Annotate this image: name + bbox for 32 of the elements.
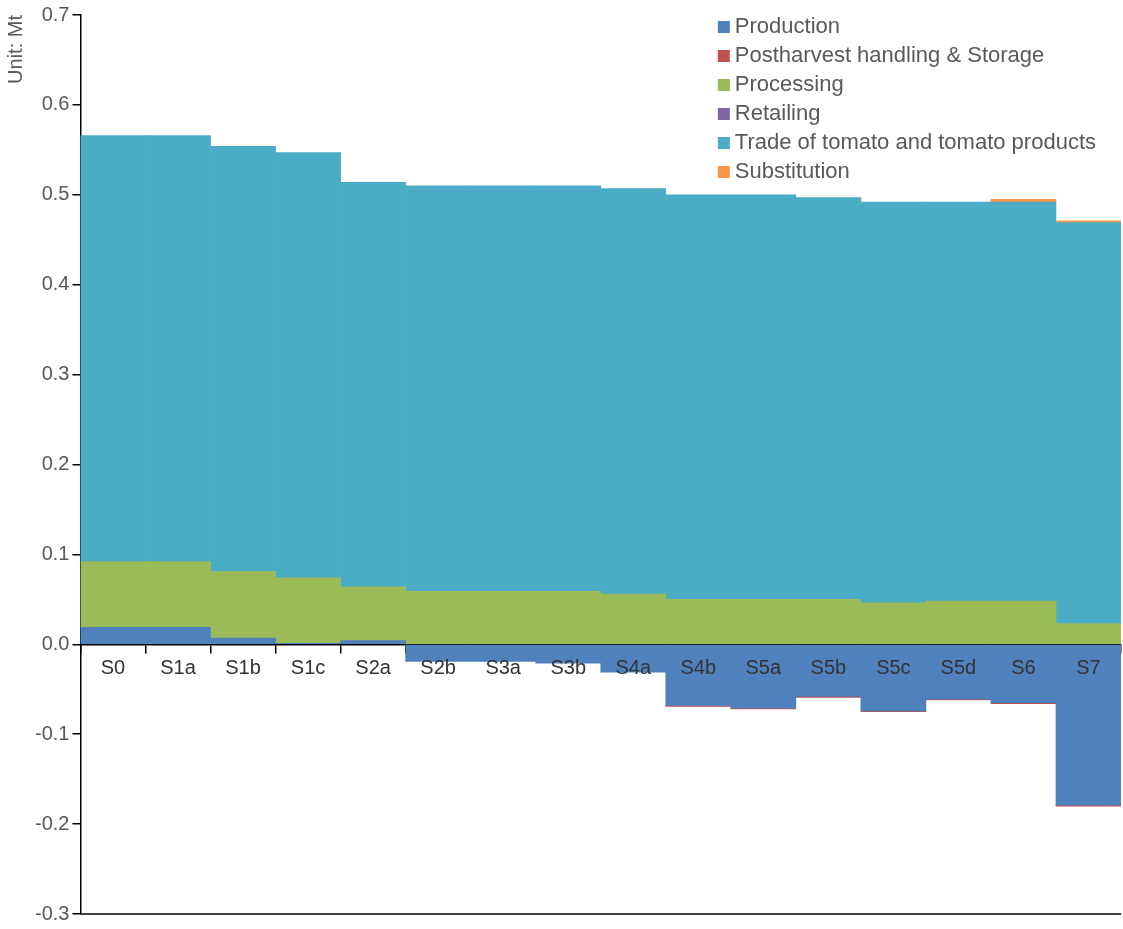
x-tick-label: S5a bbox=[745, 655, 782, 678]
legend-label: Retailing bbox=[734, 100, 821, 126]
x-tick-label: S5c bbox=[876, 655, 911, 678]
x-tick-label: S4b bbox=[680, 655, 717, 678]
legend-label: Substitution bbox=[734, 158, 850, 184]
y-tick-label: 0.7 bbox=[41, 2, 70, 25]
x-tick-label: S7 bbox=[1076, 655, 1101, 678]
legend-label: Postharvest handling & Storage bbox=[734, 42, 1045, 68]
x-tick-label: S3a bbox=[485, 655, 522, 678]
x-tick-label: S5b bbox=[810, 655, 847, 678]
legend-label: Processing bbox=[734, 71, 844, 97]
y-tick-label: -0.1 bbox=[34, 721, 70, 744]
y-tick-label: 0.0 bbox=[41, 631, 70, 654]
y-tick-label: 0.2 bbox=[41, 452, 70, 475]
x-tick-label: S1b bbox=[225, 655, 261, 678]
y-tick-label: 0.1 bbox=[41, 541, 70, 564]
legend-label: Trade of tomato and tomato products bbox=[734, 129, 1097, 155]
x-tick-label: S2b bbox=[420, 655, 456, 678]
y-tick-label: 0.5 bbox=[41, 182, 70, 205]
y-tick-label: 0.4 bbox=[41, 272, 70, 295]
x-tick-label: S1c bbox=[290, 655, 326, 678]
y-tick-label: -0.3 bbox=[34, 901, 70, 924]
x-tick-label: S5d bbox=[940, 655, 977, 678]
x-tick-label: S6 bbox=[1011, 655, 1036, 678]
y-tick-label: 0.3 bbox=[41, 362, 70, 385]
y-axis-title: Unit: Mt bbox=[3, 14, 26, 84]
x-tick-label: S1a bbox=[160, 655, 197, 678]
x-tick-label: S2a bbox=[355, 655, 392, 678]
legend-label: Production bbox=[734, 13, 841, 39]
x-tick-label: S0 bbox=[100, 655, 126, 678]
y-tick-label: -0.2 bbox=[34, 811, 70, 834]
y-tick-label: 0.6 bbox=[41, 92, 70, 115]
